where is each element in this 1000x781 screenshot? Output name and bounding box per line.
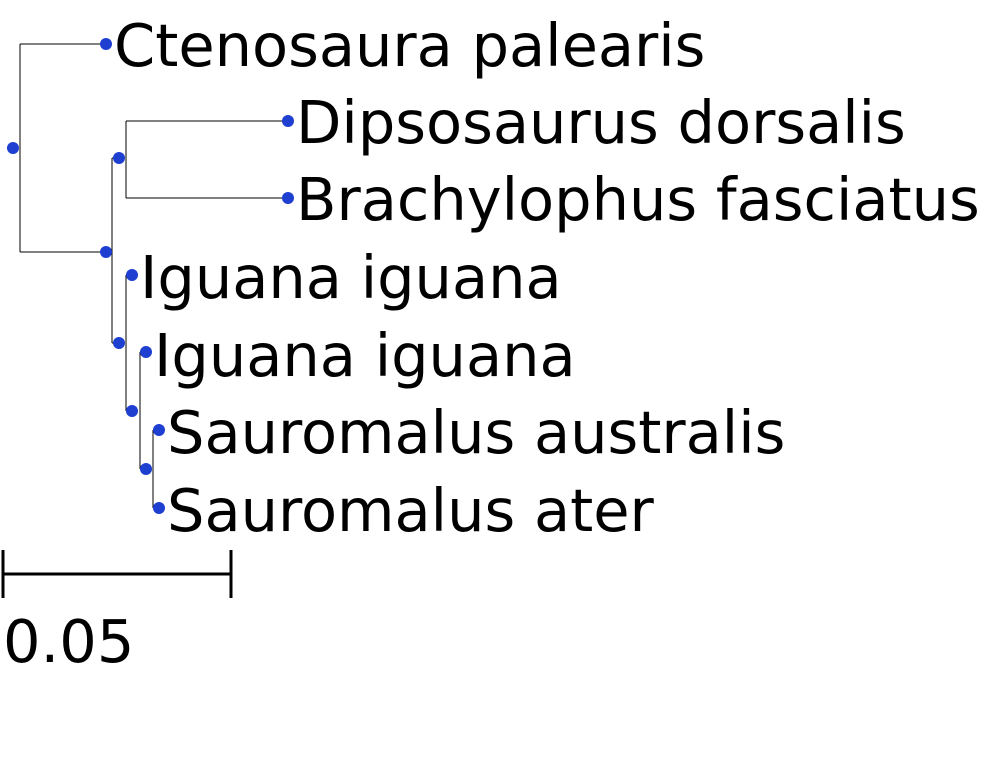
node-n1	[100, 246, 112, 258]
leaf-label-ctenosaura: Ctenosaura palearis	[114, 11, 705, 80]
leaf-label-dipsosaurus: Dipsosaurus dorsalis	[296, 88, 906, 157]
scale-bar: 0.05	[1, 550, 233, 676]
scale-bar-label: 0.05	[3, 607, 134, 676]
leaf-node-sauro-ater	[153, 502, 165, 514]
node-n4	[126, 405, 138, 417]
leaf-node-iguana1	[126, 269, 138, 281]
leaf-node-ctenosaura	[100, 38, 112, 50]
leaf-nodes	[100, 38, 294, 514]
leaf-label-sauro-australis: Sauromalus australis	[167, 398, 785, 467]
leaf-label-iguana1: Iguana iguana	[140, 243, 562, 312]
leaf-labels: Ctenosaura palearis Dipsosaurus dorsalis…	[114, 11, 980, 545]
leaf-node-brachylophus	[282, 192, 294, 204]
leaf-node-dipsosaurus	[282, 115, 294, 127]
node-n5	[140, 463, 152, 475]
leaf-label-brachylophus: Brachylophus fasciatus	[296, 165, 980, 234]
leaf-node-iguana2	[140, 346, 152, 358]
node-n3	[113, 337, 125, 349]
leaf-label-iguana2: Iguana iguana	[154, 321, 576, 390]
leaf-node-sauro-australis	[153, 424, 165, 436]
internal-nodes	[7, 142, 152, 475]
node-n2	[113, 152, 125, 164]
leaf-label-sauro-ater: Sauromalus ater	[167, 476, 655, 545]
node-root	[7, 142, 19, 154]
